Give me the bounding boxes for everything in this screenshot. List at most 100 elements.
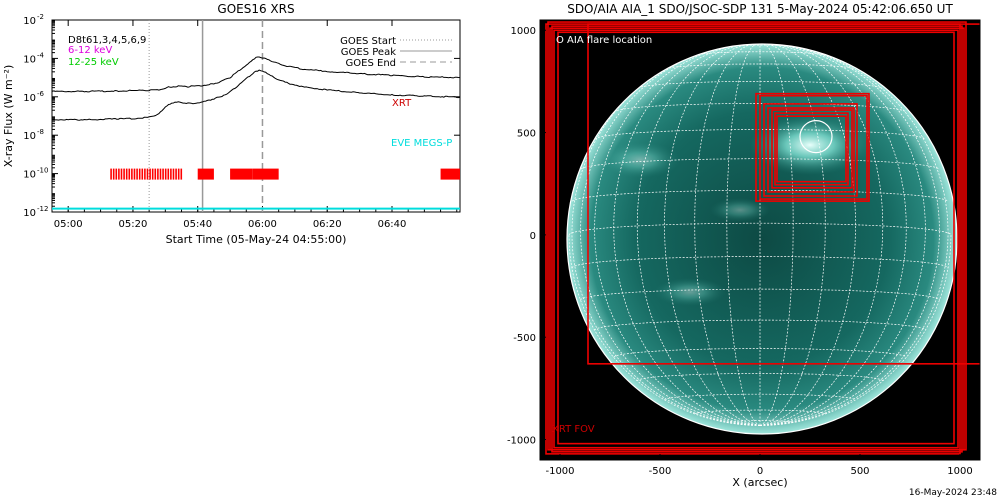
longitude-line: [759, 234, 952, 426]
xrt-coverage-bar: [146, 168, 149, 180]
xrt-coverage-bar: [149, 168, 151, 180]
aia-flare-location-circle: [799, 120, 833, 154]
goes-series-line: [52, 69, 460, 121]
xrt-coverage-bar: [110, 168, 112, 180]
xrt-fov-box: [557, 31, 955, 445]
xrt-fov-boxes: [545, 21, 980, 455]
legend-goes-peak: GOES Peak: [341, 47, 396, 58]
xrt-annotation: XRT: [392, 98, 412, 109]
longitude-line: [759, 44, 856, 426]
aia-x-tick-label: -500: [649, 466, 672, 477]
latitude-line: [568, 222, 952, 236]
legend-goes-start: GOES Start: [340, 36, 396, 47]
latitude-line: [571, 189, 949, 202]
xrt-coverage-bar: [141, 168, 144, 180]
goes-y-tick-exponent: -2: [37, 13, 44, 21]
xrt-coverage-bar: [157, 168, 159, 180]
xrt-coverage-bar: [144, 168, 146, 180]
xrt-coverage-bar: [177, 168, 180, 180]
xrt-coverage-bar: [167, 168, 170, 180]
goes-y-tick-exponent: -6: [37, 90, 45, 98]
legend-goes-end: GOES End: [346, 58, 396, 69]
goes-y-tick-label: 10: [23, 93, 36, 104]
longitude-line: [759, 47, 940, 426]
goes-y-tick-exponent: -4: [37, 51, 45, 59]
xrt-coverage-bar: [230, 168, 253, 180]
longitude-line: [613, 44, 761, 426]
goes-channel-labels: D8t61,3,4,5,6,9 6-12 keV 12-25 keV: [68, 35, 146, 68]
xrt-fov-box: [763, 103, 858, 197]
xrt-coverage-bar: [180, 168, 183, 180]
channel-label-low: 6-12 keV: [68, 45, 112, 56]
goes-x-tick-label: 06:00: [248, 219, 277, 230]
footer-timestamp: 16-May-2024 23:48: [909, 488, 997, 498]
goes-legend: GOES Start GOES Peak GOES End: [340, 36, 452, 69]
xrt-coverage-bar: [197, 168, 214, 180]
longitude-line: [568, 234, 761, 426]
latitude-line: [696, 51, 824, 56]
longitude-line: [664, 44, 761, 426]
goes-x-tick-label: 05:00: [54, 219, 83, 230]
xrt-coverage-bar: [125, 168, 128, 180]
longitude-line: [759, 45, 926, 426]
latitude-line: [613, 103, 907, 113]
xrt-coverage-bar: [252, 168, 279, 180]
goes-chart-title: GOES16 XRS: [217, 2, 294, 16]
goes-x-tick-label: 06:20: [313, 219, 342, 230]
longitude-line: [759, 44, 794, 426]
goes-y-tick-label: 10: [23, 54, 36, 65]
goes-event-lines: [148, 20, 264, 212]
aia-x-axis: -1000 -500 0 500 1000: [545, 454, 973, 477]
goes-x-tick-label: 05:20: [119, 219, 148, 230]
aia-y-axis: -1000 -500 0 500 1000: [507, 26, 546, 447]
xrt-fov-box: [767, 107, 855, 193]
latitude-line: [636, 373, 884, 382]
xrt-fov-box: [759, 94, 868, 200]
goes-y-tick-exponent: -12: [37, 205, 48, 213]
xrt-coverage-bar: [172, 168, 175, 180]
aia-y-tick-label: 0: [530, 231, 536, 242]
goes-y-tick-exponent: -8: [37, 128, 44, 136]
aia-x-tick-label: 0: [757, 466, 763, 477]
eve-annotation: EVE MEGS-P: [391, 138, 452, 149]
goes-y-tick-exponent: -10: [37, 167, 48, 175]
goes-y-axis-label: X-ray Flux (W m⁻²): [2, 65, 15, 167]
channel-label-detectors: D8t61,3,4,5,6,9: [68, 35, 146, 46]
goes-x-tick-label: 06:40: [378, 219, 407, 230]
active-region: [654, 278, 726, 306]
channel-label-high: 12-25 keV: [68, 57, 119, 68]
aia-legend-text: O AIA flare location: [556, 35, 652, 46]
xrt-fov-box: [545, 23, 961, 455]
longitude-line: [636, 44, 761, 426]
aia-x-axis-label: X (arcsec): [732, 476, 787, 489]
xrt-coverage-bar: [123, 168, 125, 180]
xrt-coverage-bar: [440, 168, 460, 180]
longitude-line: [694, 44, 761, 426]
xrt-fov-box: [551, 25, 963, 453]
aia-image-chart: SDO/AIA AIA_1 SDO/JSOC-SDP 131 5-May-202…: [507, 2, 981, 489]
goes-x-axis-label: Start Time (05-May-24 04:55:00): [166, 233, 347, 246]
aia-y-tick-label: 500: [517, 129, 536, 140]
xrt-fov-box: [547, 21, 967, 451]
xrt-fov-label: XRT FOV: [552, 424, 595, 435]
xrt-coverage-bar: [170, 168, 172, 180]
active-region: [710, 198, 770, 222]
goes-y-tick-label: 10: [23, 131, 36, 142]
active-region: [600, 142, 680, 178]
xrt-coverage-bar: [159, 168, 162, 180]
longitude-line: [759, 44, 884, 426]
xrt-coverage-bar: [120, 168, 123, 180]
xrt-coverage-bar: [115, 168, 118, 180]
xrt-coverage-bar: [128, 168, 131, 180]
xrt-coverage-bar: [118, 168, 120, 180]
goes-y-tick-label: 10: [23, 170, 36, 181]
solar-limb: [566, 43, 958, 435]
xrt-fov-box: [553, 29, 959, 449]
goes-y-tick-label: 10: [23, 208, 36, 219]
latitude-line: [580, 288, 940, 301]
goes-y-tick-label: 10: [23, 16, 36, 27]
aia-chart-title: SDO/AIA AIA_1 SDO/JSOC-SDP 131 5-May-202…: [567, 2, 953, 16]
